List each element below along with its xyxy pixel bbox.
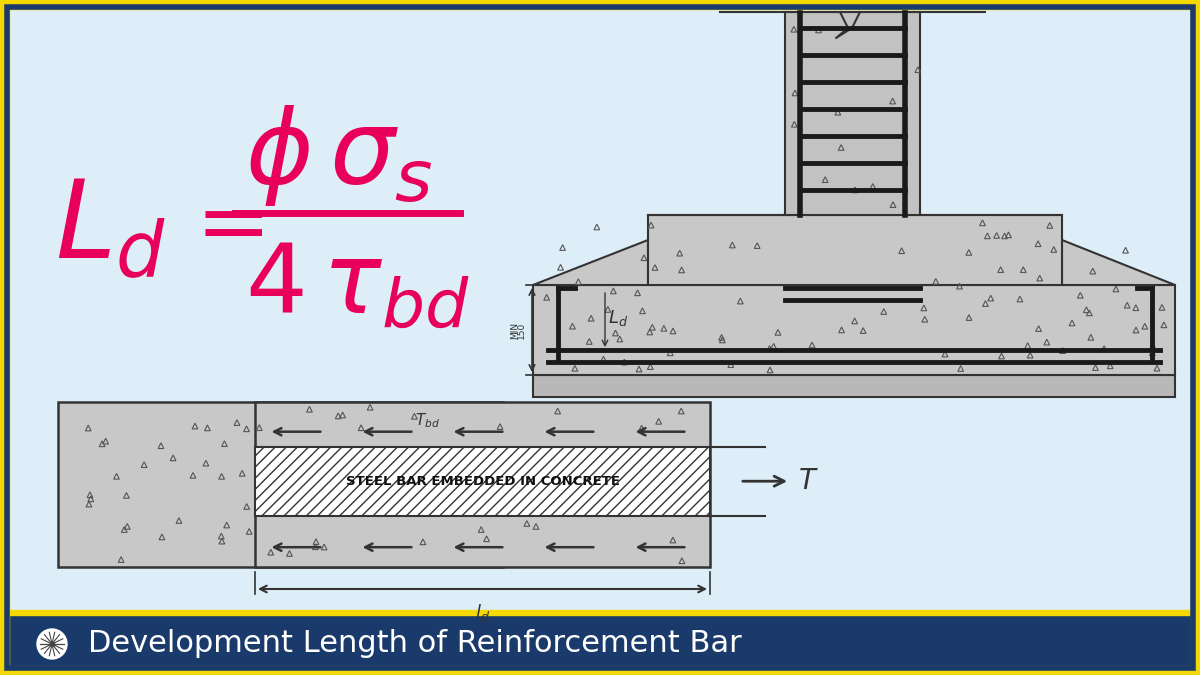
Circle shape (37, 629, 67, 659)
Text: Development Length of Reinforcement Bar: Development Length of Reinforcement Bar (88, 630, 742, 659)
Polygon shape (785, 12, 920, 215)
Polygon shape (533, 285, 1175, 375)
Polygon shape (533, 240, 648, 285)
Bar (533, 375, 1175, 397)
Text: $=$: $=$ (178, 182, 264, 269)
Text: $\phi\,\sigma_s$: $\phi\,\sigma_s$ (245, 103, 432, 207)
Text: $L_d$: $L_d$ (55, 178, 166, 283)
Text: $4\,\tau_{bd}$: $4\,\tau_{bd}$ (245, 238, 470, 332)
Polygon shape (1062, 240, 1175, 285)
Polygon shape (648, 215, 1062, 285)
Bar (58, 402, 503, 567)
Text: $T$: $T$ (798, 467, 818, 495)
Bar (0, 613, 1200, 675)
Text: MIN: MIN (510, 321, 520, 339)
Bar (256, 447, 710, 516)
Text: $T_{bd}$: $T_{bd}$ (415, 411, 440, 430)
Text: $L_d$: $L_d$ (608, 308, 628, 328)
Bar (0, 610, 1200, 615)
Bar (256, 402, 710, 567)
Text: 150: 150 (517, 321, 526, 339)
Text: STEEL BAR EMBEDDED IN CONCRETE: STEEL BAR EMBEDDED IN CONCRETE (346, 475, 619, 488)
Text: $l_d$: $l_d$ (475, 602, 490, 623)
